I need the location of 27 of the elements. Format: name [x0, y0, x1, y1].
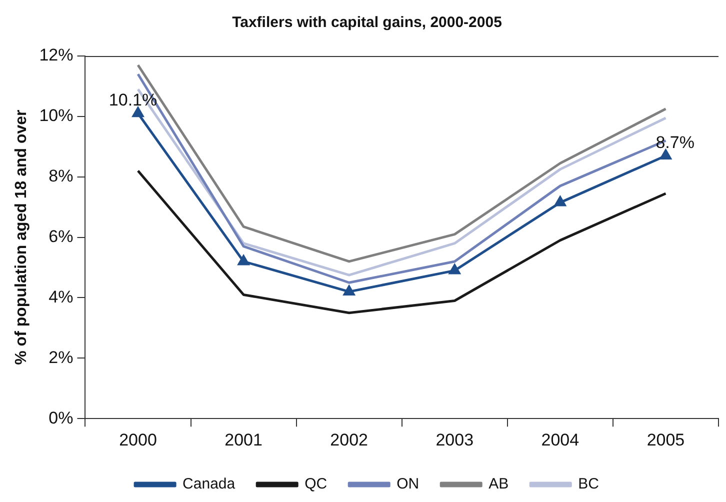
legend-label: Canada — [182, 476, 236, 493]
y-tick-label: 4% — [48, 287, 74, 306]
point — [344, 285, 355, 296]
x-tick-label: 2001 — [224, 430, 262, 450]
y-axis-title: % of population aged 18 and over — [13, 110, 30, 365]
x-tick-label: 2002 — [330, 430, 368, 450]
x-tick-label: 2000 — [119, 430, 157, 450]
point — [449, 264, 460, 274]
y-tick-label: 0% — [48, 408, 74, 428]
x-tick-label: 2004 — [541, 430, 580, 450]
x-tick-label: 2005 — [646, 430, 685, 450]
y-tick-label: 12% — [39, 46, 74, 65]
x-tick-label: 2003 — [436, 430, 474, 450]
y-tick-label: 6% — [48, 226, 74, 246]
data-label: 8.7% — [656, 132, 694, 152]
legend-label: QC — [304, 476, 328, 493]
y-tick-label: 10% — [39, 106, 74, 126]
point — [132, 107, 144, 118]
legend-label: ON — [396, 476, 420, 493]
legend-label: BC — [578, 476, 600, 493]
point — [554, 196, 566, 206]
y-tick-label: 2% — [48, 348, 74, 367]
chart-title: Taxfilers with capital gains, 2000-2005 — [232, 14, 502, 32]
legend-label: AB — [488, 476, 509, 493]
point — [660, 149, 672, 160]
point — [238, 255, 250, 266]
y-tick-label: 8% — [48, 166, 74, 186]
